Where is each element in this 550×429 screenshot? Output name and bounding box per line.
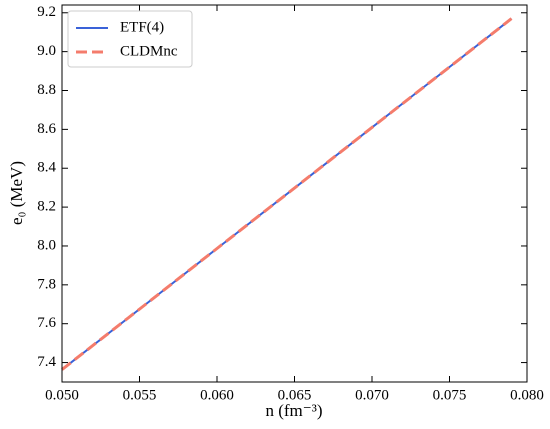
y-tick-label: 8.0 [37, 237, 56, 253]
plot-frame [61, 4, 528, 383]
y-tick-label: 9.2 [37, 4, 56, 20]
y-tick-label: 8.8 [37, 82, 56, 98]
legend-label: CLDMnc [120, 43, 178, 59]
y-tick-label: 7.6 [37, 315, 56, 331]
y-axis-label: e₀ (MeV) [7, 161, 26, 225]
y-tick-label: 8.2 [37, 199, 56, 215]
x-tick-label: 0.075 [433, 387, 467, 403]
x-tick-label: 0.080 [510, 387, 544, 403]
y-tick-label: 7.4 [37, 354, 56, 370]
x-tick-label: 0.050 [45, 387, 79, 403]
y-tick-label: 9.0 [37, 43, 56, 59]
x-tick-label: 0.070 [355, 387, 389, 403]
y-tick-label: 8.4 [37, 160, 56, 176]
x-tick-label: 0.060 [200, 387, 234, 403]
y-tick-label: 8.6 [37, 121, 56, 137]
series-line [61, 17, 513, 371]
x-tick-label: 0.055 [123, 387, 157, 403]
y-tick-label: 7.8 [37, 276, 56, 292]
x-axis-label: n (fm⁻³) [265, 401, 322, 420]
x-tick-label: 0.065 [278, 387, 312, 403]
legend-label: ETF(4) [120, 19, 164, 35]
